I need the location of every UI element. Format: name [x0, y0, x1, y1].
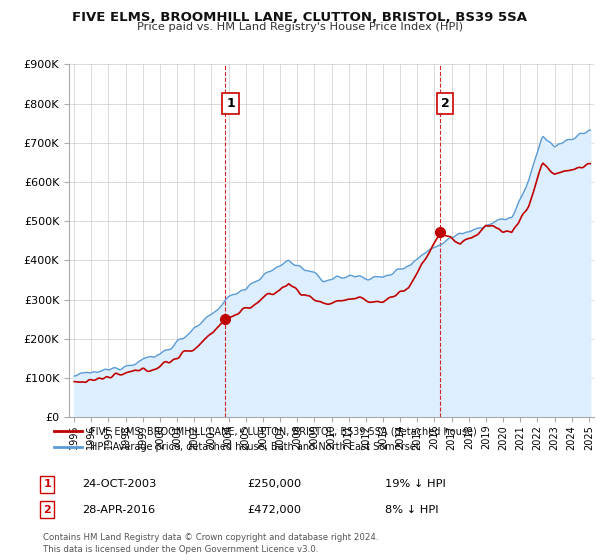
- Text: 2: 2: [441, 97, 449, 110]
- Text: Price paid vs. HM Land Registry's House Price Index (HPI): Price paid vs. HM Land Registry's House …: [137, 22, 463, 32]
- Text: 1: 1: [226, 97, 235, 110]
- Text: £472,000: £472,000: [247, 505, 301, 515]
- Text: 2: 2: [43, 505, 51, 515]
- Text: £250,000: £250,000: [247, 479, 301, 489]
- Text: 24-OCT-2003: 24-OCT-2003: [82, 479, 157, 489]
- Text: FIVE ELMS, BROOMHILL LANE, CLUTTON, BRISTOL, BS39 5SA: FIVE ELMS, BROOMHILL LANE, CLUTTON, BRIS…: [73, 11, 527, 24]
- Text: 8% ↓ HPI: 8% ↓ HPI: [385, 505, 439, 515]
- Text: 19% ↓ HPI: 19% ↓ HPI: [385, 479, 446, 489]
- Text: 1: 1: [43, 479, 51, 489]
- Text: HPI: Average price, detached house, Bath and North East Somerset: HPI: Average price, detached house, Bath…: [90, 442, 419, 452]
- Text: FIVE ELMS, BROOMHILL LANE, CLUTTON, BRISTOL, BS39 5SA (detached house): FIVE ELMS, BROOMHILL LANE, CLUTTON, BRIS…: [90, 426, 477, 436]
- Text: 28-APR-2016: 28-APR-2016: [82, 505, 155, 515]
- Text: Contains HM Land Registry data © Crown copyright and database right 2024.
This d: Contains HM Land Registry data © Crown c…: [43, 533, 379, 554]
